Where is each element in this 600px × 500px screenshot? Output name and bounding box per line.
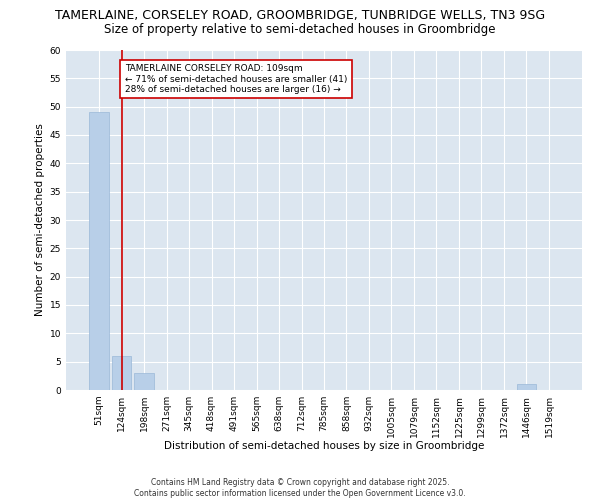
Text: Size of property relative to semi-detached houses in Groombridge: Size of property relative to semi-detach… xyxy=(104,22,496,36)
Text: Contains HM Land Registry data © Crown copyright and database right 2025.
Contai: Contains HM Land Registry data © Crown c… xyxy=(134,478,466,498)
X-axis label: Distribution of semi-detached houses by size in Groombridge: Distribution of semi-detached houses by … xyxy=(164,441,484,451)
Text: TAMERLAINE CORSELEY ROAD: 109sqm
← 71% of semi-detached houses are smaller (41)
: TAMERLAINE CORSELEY ROAD: 109sqm ← 71% o… xyxy=(125,64,347,94)
Bar xyxy=(112,356,131,390)
Text: TAMERLAINE, CORSELEY ROAD, GROOMBRIDGE, TUNBRIDGE WELLS, TN3 9SG: TAMERLAINE, CORSELEY ROAD, GROOMBRIDGE, … xyxy=(55,9,545,22)
Bar xyxy=(134,373,154,390)
Bar xyxy=(89,112,109,390)
Bar xyxy=(517,384,536,390)
Y-axis label: Number of semi-detached properties: Number of semi-detached properties xyxy=(35,124,46,316)
